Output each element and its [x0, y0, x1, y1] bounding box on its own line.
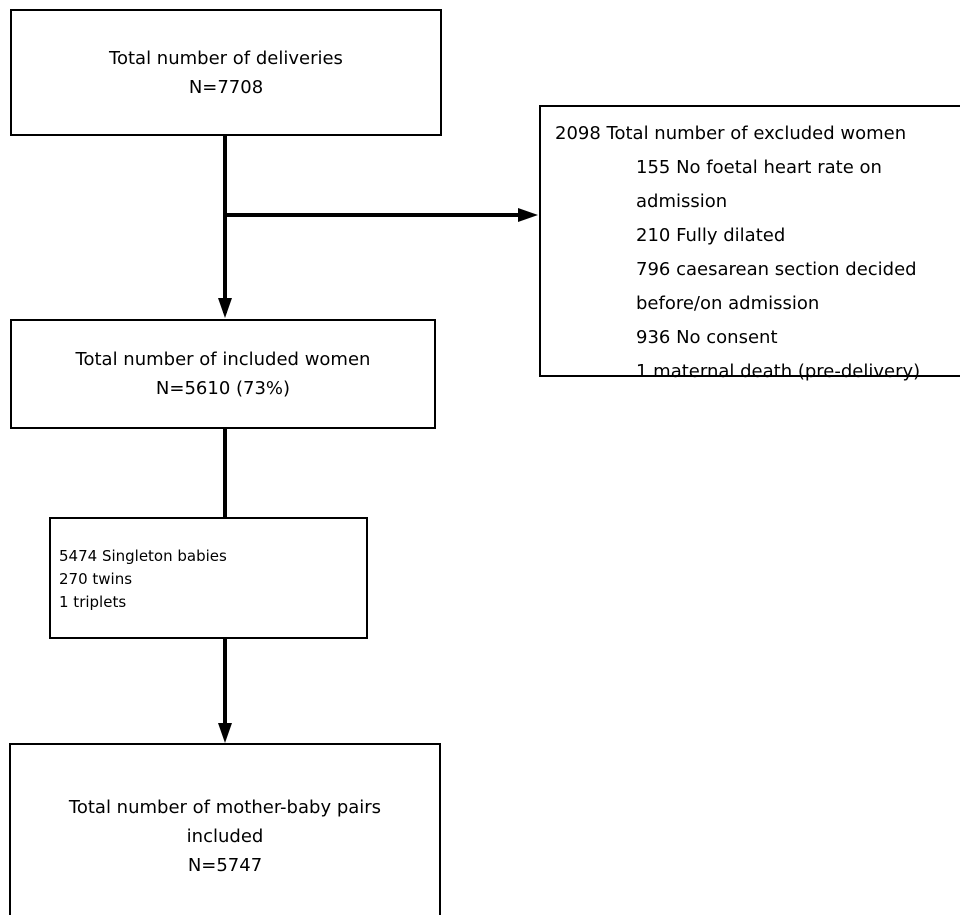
excluded-reason: 936 No consent — [636, 327, 778, 348]
deliveries-title: Total number of deliveries — [109, 47, 343, 69]
twins-line: 270 twins — [59, 570, 133, 588]
pairs-count: N=5747 — [187, 854, 263, 876]
excluded-reason: 1 maternal death (pre-delivery) — [636, 361, 921, 382]
babies-box: 5474 Singleton babies 270 twins 1 triple… — [49, 517, 368, 639]
singleton-babies-line: 5474 Singleton babies — [59, 547, 227, 565]
total-deliveries-box: Total number of deliveries N=7708 — [10, 9, 442, 136]
excluded-reason: before/on admission — [636, 293, 820, 314]
included-women-box: Total number of included women N=5610 (7… — [10, 319, 436, 429]
arrowhead-excluded — [518, 208, 538, 222]
deliveries-count: N=7708 — [188, 76, 264, 98]
arrowhead-included — [218, 298, 232, 318]
excluded-reason: 155 No foetal heart rate on — [636, 157, 882, 178]
excluded-title: 2098 Total number of excluded women — [555, 123, 907, 144]
excluded-reason: admission — [636, 191, 728, 212]
pairs-title-line1: Total number of mother-baby pairs — [68, 796, 382, 818]
included-count: N=5610 (73%) — [155, 378, 291, 399]
triplets-line: 1 triplets — [59, 593, 127, 611]
pairs-title-line2: included — [186, 825, 264, 847]
excluded-reasons-list: 155 No foetal heart rate on admission 21… — [555, 151, 960, 389]
excluded-reason: 796 caesarean section decided — [636, 259, 917, 280]
mother-baby-pairs-box: Total number of mother-baby pairs includ… — [9, 743, 441, 915]
excluded-reason: 210 Fully dilated — [636, 225, 786, 246]
included-title: Total number of included women — [75, 349, 371, 370]
excluded-women-box: 2098 Total number of excluded women 155 … — [539, 105, 960, 382]
arrowhead-pairs — [218, 723, 232, 743]
